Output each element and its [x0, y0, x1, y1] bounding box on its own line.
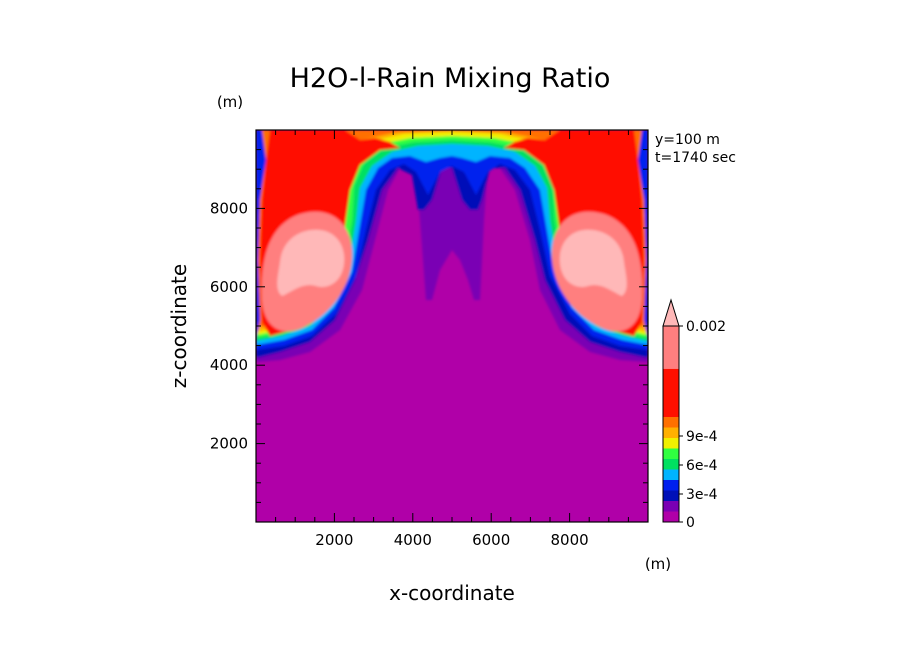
y-axis-tick-labels: 2000 4000 6000 8000	[210, 199, 248, 452]
contour-field	[256, 130, 648, 522]
y-unit-label: (m)	[217, 93, 243, 111]
chart-title: H2O-l-Rain Mixing Ratio	[290, 63, 611, 94]
x-unit-label: (m)	[645, 555, 671, 573]
x-tick-label: 2000	[315, 531, 353, 549]
y-tick-label: 6000	[210, 278, 248, 296]
y-tick-label: 4000	[210, 356, 248, 374]
level-band-12	[277, 229, 627, 296]
edge-band-right	[638, 130, 648, 340]
colorbar-label: 0.002	[686, 319, 726, 335]
colorbar-swatch	[663, 438, 679, 449]
colorbar-label: 6e-4	[686, 458, 718, 474]
colorbar-swatch	[663, 427, 679, 438]
colorbar-swatch	[663, 459, 679, 470]
colorbar: 0 3e-4 6e-4 9e-4 0.002	[662, 298, 726, 531]
colorbar-swatch	[663, 368, 679, 417]
x-tick-label: 4000	[394, 531, 432, 549]
annotation-y-position: y=100 m	[655, 132, 720, 148]
colorbar-swatch	[663, 448, 679, 459]
x-axis-label: x-coordinate	[389, 581, 515, 605]
y-tick-label: 2000	[210, 435, 248, 453]
annotation-time: t=1740 sec	[655, 150, 736, 166]
y-tick-label: 8000	[210, 199, 248, 217]
colorbar-swatch	[663, 469, 679, 480]
colorbar-swatch	[663, 417, 679, 428]
colorbar-label: 9e-4	[686, 429, 718, 445]
colorbar-swatch	[663, 480, 679, 491]
colorbar-label: 0	[686, 515, 695, 531]
x-tick-label: 8000	[551, 531, 589, 549]
level-band-6	[256, 130, 648, 338]
colorbar-swatch	[663, 511, 679, 522]
colorbar-overflow-triangle	[662, 298, 680, 327]
colorbar-swatch	[663, 326, 679, 369]
colorbar-swatch	[663, 501, 679, 512]
x-axis-tick-labels: 2000 4000 6000 8000	[315, 531, 588, 549]
edge-band-left	[256, 130, 266, 340]
y-axis-ticks	[256, 149, 648, 503]
x-tick-label: 6000	[472, 531, 510, 549]
colorbar-frame	[662, 325, 680, 523]
colorbar-swatch	[663, 490, 679, 501]
y-axis-label: z-coordinate	[167, 264, 191, 388]
x-axis-ticks	[275, 130, 629, 522]
colorbar-label: 3e-4	[686, 487, 718, 503]
